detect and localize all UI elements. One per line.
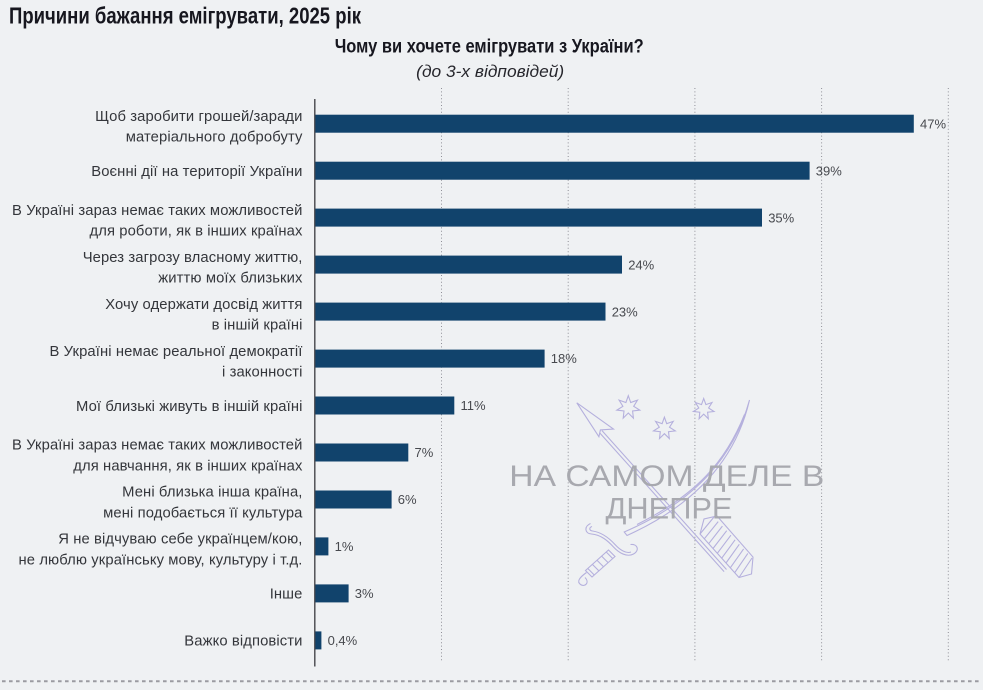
svg-text:Важко відповісти: Важко відповісти — [184, 634, 302, 650]
svg-text:Хочу одержати досвід життя: Хочу одержати досвід життя — [105, 297, 302, 313]
svg-text:24%: 24% — [628, 257, 654, 272]
svg-text:В Україні немає реальної демок: В Україні немає реальної демократії — [50, 344, 303, 360]
svg-text:для навчання, як в інших країн: для навчання, як в інших країнах — [73, 459, 303, 475]
svg-text:23%: 23% — [612, 304, 638, 319]
svg-text:Я не відчуваю себе українцем/к: Я не відчуваю себе українцем/кою, — [58, 532, 302, 548]
svg-text:життю моїх близьких: життю моїх близьких — [158, 271, 303, 287]
svg-text:Мої близькі живуть в іншій кра: Мої близькі живуть в іншій країні — [76, 399, 302, 415]
svg-text:мені подобається її культура: мені подобається її культура — [103, 506, 303, 522]
svg-text:матеріального добробуту: матеріального добробуту — [126, 130, 303, 146]
svg-text:(до 3-х відповідей): (до 3-х відповідей) — [416, 63, 564, 81]
svg-text:18%: 18% — [551, 351, 577, 366]
svg-text:Через загрозу власному життю,: Через загрозу власному життю, — [83, 250, 303, 266]
svg-text:Чому ви хочете емігрувати з Ук: Чому ви хочете емігрувати з України? — [335, 35, 644, 57]
svg-text:ДНЕПРЕ: ДНЕПРЕ — [606, 493, 733, 526]
svg-text:39%: 39% — [816, 163, 842, 178]
svg-text:Мені близька інша країна,: Мені близька інша країна, — [122, 485, 302, 501]
svg-text:11%: 11% — [461, 398, 486, 413]
svg-text:1%: 1% — [335, 539, 354, 554]
svg-text:не люблю українську мову, куль: не люблю українську мову, культуру і т.д… — [19, 552, 303, 568]
svg-text:Причини бажання емігрувати, 20: Причини бажання емігрувати, 2025 рік — [9, 2, 361, 28]
svg-text:НА САМОМ ДЕЛЕ В: НА САМОМ ДЕЛЕ В — [509, 460, 824, 493]
svg-text:в іншій країні: в іншій країні — [212, 318, 303, 334]
svg-text:Інше: Інше — [270, 587, 303, 603]
svg-text:6%: 6% — [398, 492, 417, 507]
svg-text:В Україні зараз немає таких мо: В Україні зараз немає таких можливостей — [12, 438, 302, 454]
svg-text:47%: 47% — [920, 116, 946, 131]
svg-text:0,4%: 0,4% — [328, 633, 358, 648]
svg-text:і законності: і законності — [222, 365, 303, 381]
svg-text:Воєнні дії на території Україн: Воєнні дії на території України — [91, 164, 302, 180]
svg-text:3%: 3% — [355, 586, 374, 601]
svg-text:В Україні зараз немає таких мо: В Україні зараз немає таких можливостей — [12, 203, 302, 219]
svg-text:7%: 7% — [415, 445, 434, 460]
svg-text:35%: 35% — [768, 210, 794, 225]
svg-text:для роботи, як в інших країнах: для роботи, як в інших країнах — [89, 224, 303, 240]
svg-text:Щоб заробити грошей/заради: Щоб заробити грошей/заради — [95, 109, 302, 125]
